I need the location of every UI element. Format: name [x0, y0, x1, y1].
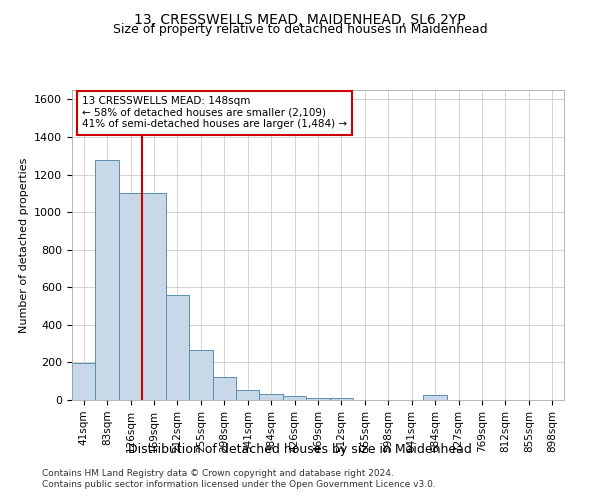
- Bar: [259, 394, 283, 400]
- Text: Contains public sector information licensed under the Open Government Licence v3: Contains public sector information licen…: [42, 480, 436, 489]
- Bar: [236, 390, 259, 400]
- Bar: [72, 363, 95, 400]
- Y-axis label: Number of detached properties: Number of detached properties: [19, 158, 29, 332]
- Text: 13, CRESSWELLS MEAD, MAIDENHEAD, SL6 2YP: 13, CRESSWELLS MEAD, MAIDENHEAD, SL6 2YP: [134, 12, 466, 26]
- Text: Contains HM Land Registry data © Crown copyright and database right 2024.: Contains HM Land Registry data © Crown c…: [42, 468, 394, 477]
- Bar: [306, 398, 330, 400]
- Bar: [330, 398, 353, 400]
- Bar: [142, 194, 166, 400]
- Text: Size of property relative to detached houses in Maidenhead: Size of property relative to detached ho…: [113, 22, 487, 36]
- Text: Distribution of detached houses by size in Maidenhead: Distribution of detached houses by size …: [128, 442, 472, 456]
- Text: 13 CRESSWELLS MEAD: 148sqm
← 58% of detached houses are smaller (2,109)
41% of s: 13 CRESSWELLS MEAD: 148sqm ← 58% of deta…: [82, 96, 347, 130]
- Bar: [283, 396, 306, 400]
- Bar: [119, 194, 142, 400]
- Bar: [189, 350, 212, 400]
- Bar: [212, 378, 236, 400]
- Bar: [424, 394, 447, 400]
- Bar: [166, 295, 189, 400]
- Bar: [95, 160, 119, 400]
